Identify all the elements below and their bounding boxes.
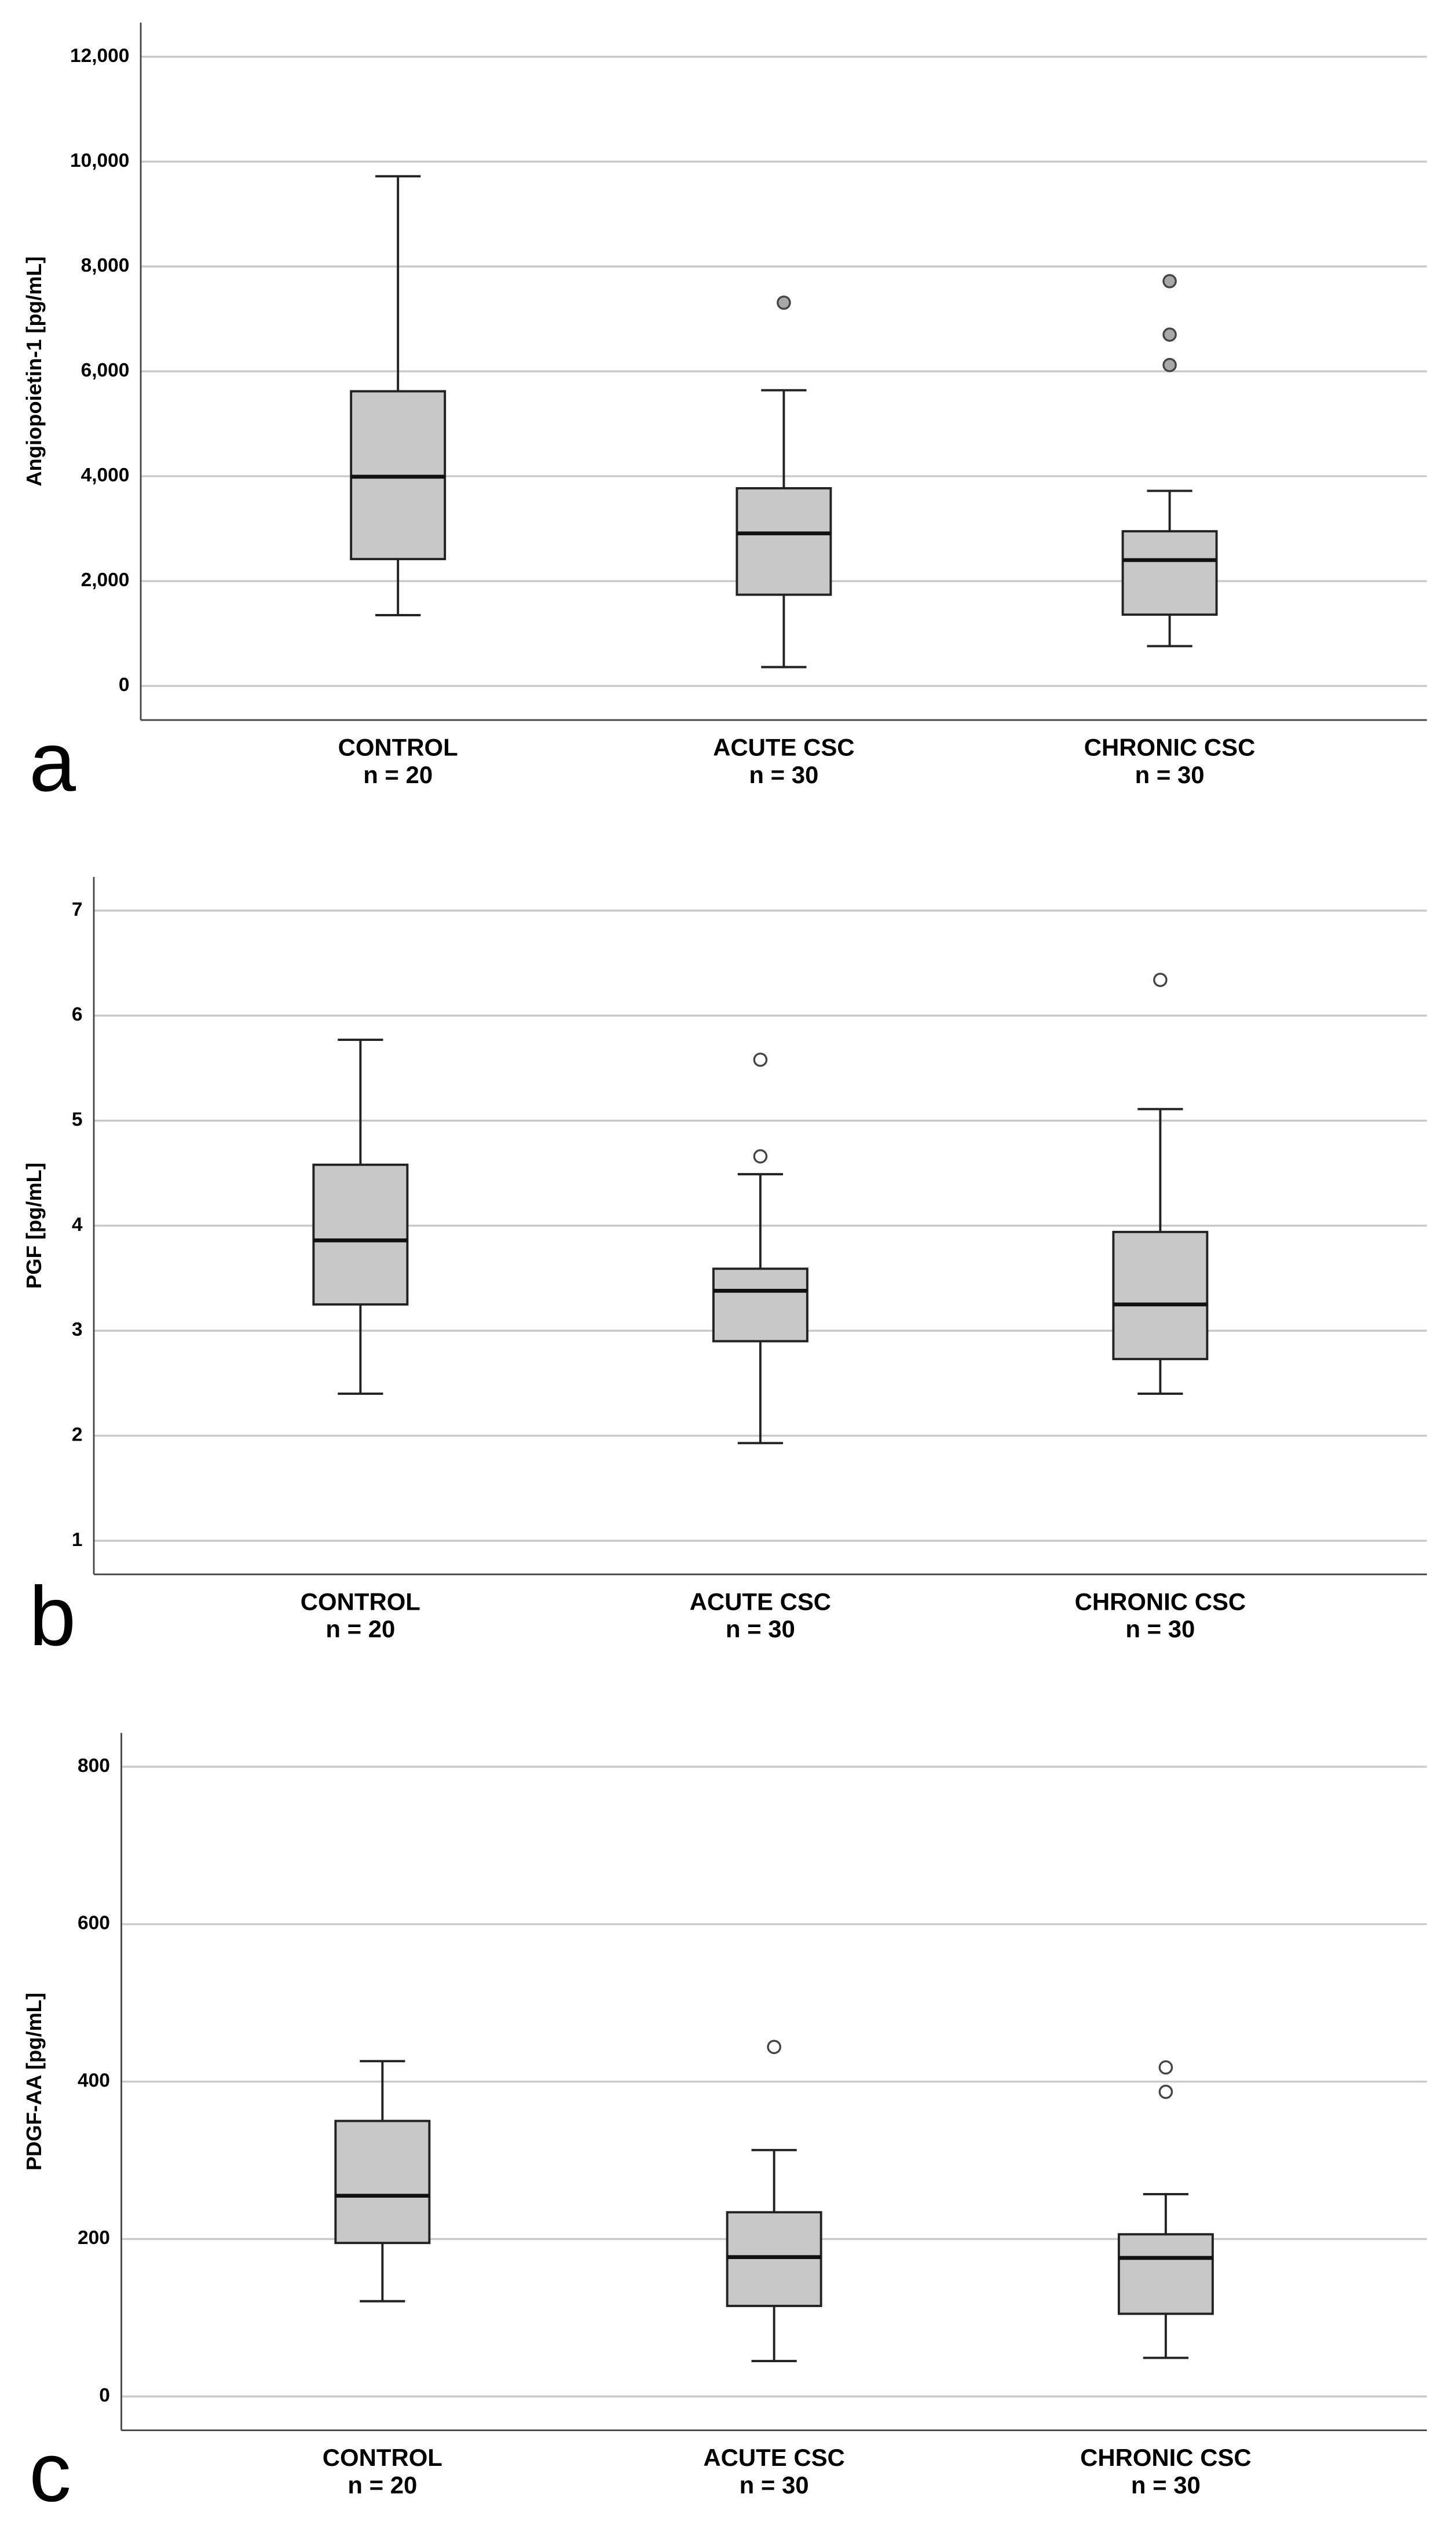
y-tick-label: 10,000 [70,150,130,171]
x-tick-label: CONTROL [338,733,458,761]
x-tick-label: CHRONIC CSC [1075,1588,1246,1615]
y-tick-label: 400 [78,2070,110,2091]
box [712,1267,809,1343]
group-size: n = 30 [749,761,818,788]
outlier [753,1149,768,1164]
group-size: n = 30 [1131,2471,1201,2498]
panel-label: a [29,715,76,809]
x-tick-label: ACUTE CSC [690,1588,831,1615]
y-tick-label: 0 [119,674,130,696]
y-tick-label: 6,000 [81,360,130,381]
group-size: n = 30 [726,1616,795,1643]
panel-label: c [29,2425,71,2519]
y-tick-label: 4,000 [81,465,130,486]
x-tick-label: ACUTE CSC [703,2444,844,2471]
outlier [1162,357,1177,372]
y-tick-label: 1 [72,1529,83,1551]
y-tick-label: 200 [78,2227,110,2249]
x-tick-label: CHRONIC CSC [1080,2444,1252,2471]
y-tick-label: 8,000 [81,255,130,276]
outlier [1162,274,1177,288]
outlier [1153,973,1168,987]
panel-label: b [29,1569,76,1663]
outlier [753,1052,768,1067]
outlier [777,295,791,310]
y-axis-label: Angiopoietin-1 [pg/mL] [22,256,46,486]
group-size: n = 30 [1135,761,1205,788]
box [1112,1230,1209,1361]
outlier [1158,2060,1173,2075]
y-tick-label: 12,000 [70,45,130,67]
group-size: n = 20 [363,761,433,788]
y-tick-label: 5 [72,1109,83,1131]
outlier [1158,2085,1173,2099]
box [736,487,832,596]
group-size: n = 20 [347,2471,417,2498]
y-axis-label: PDGF-AA [pg/mL] [22,1993,46,2170]
y-tick-label: 4 [72,1214,83,1236]
y-tick-label: 2 [72,1424,83,1445]
box [1117,2233,1214,2315]
x-tick-label: CHRONIC CSC [1084,733,1256,761]
y-tick-label: 600 [78,1913,110,1934]
box [334,2119,431,2245]
x-tick-label: CONTROL [301,1588,420,1615]
y-tick-label: 3 [72,1319,83,1340]
y-tick-label: 6 [72,1004,83,1025]
box [312,1163,409,1306]
y-axis-label: PGF [pg/mL] [22,1163,46,1289]
group-size: n = 20 [325,1616,395,1643]
y-tick-label: 2,000 [81,569,130,591]
group-size: n = 30 [1125,1616,1195,1643]
box [726,2211,822,2307]
x-tick-label: CONTROL [323,2444,442,2471]
group-size: n = 30 [740,2471,809,2498]
box [1121,530,1218,616]
y-tick-label: 0 [99,2385,110,2406]
y-tick-label: 7 [72,899,83,920]
y-tick-label: 800 [78,1755,110,1777]
outlier [767,2040,781,2055]
outlier [1162,327,1177,342]
x-tick-label: ACUTE CSC [713,733,854,761]
